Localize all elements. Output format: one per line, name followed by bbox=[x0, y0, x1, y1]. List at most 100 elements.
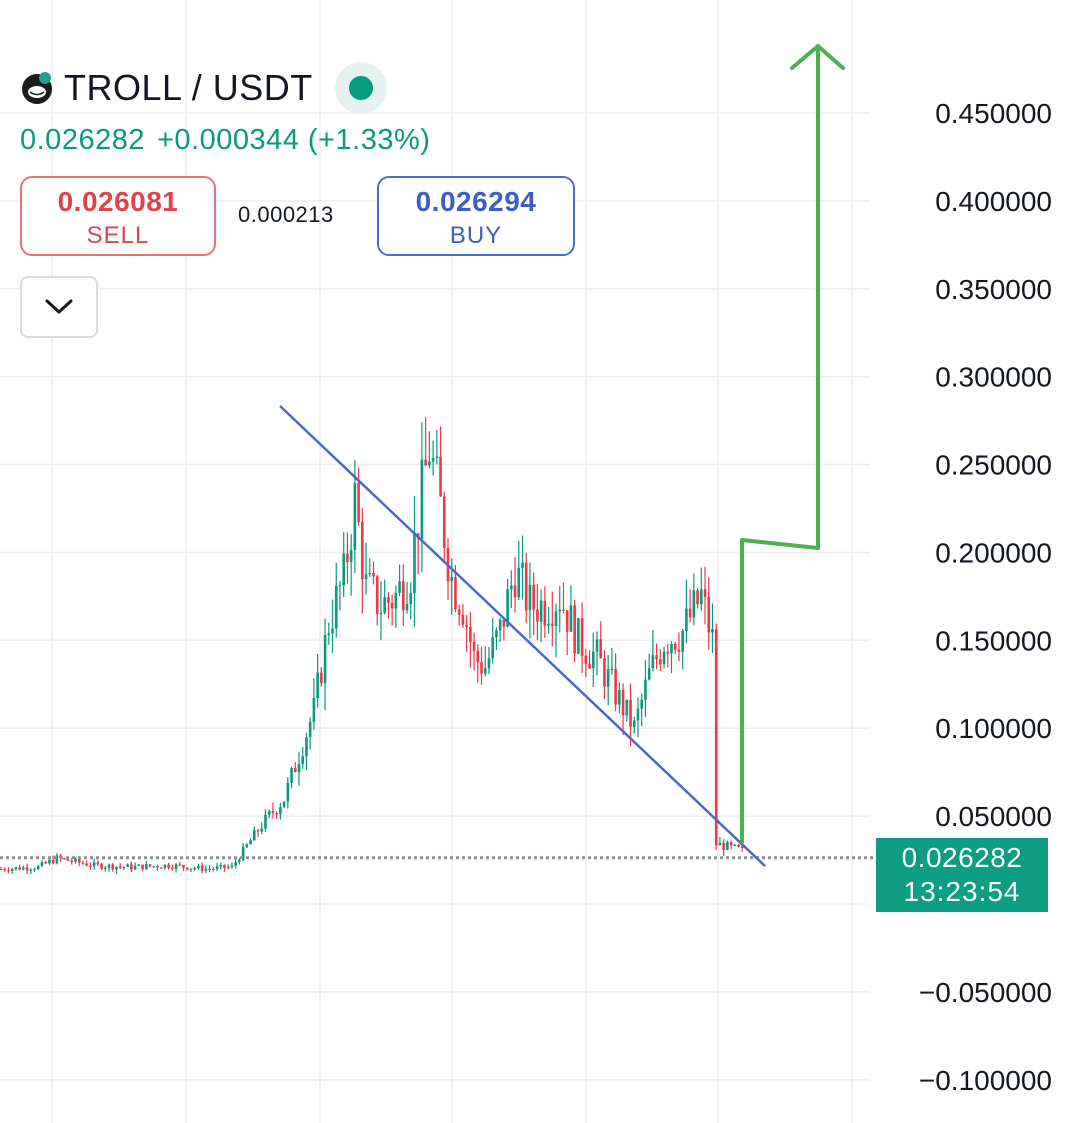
candle-body bbox=[10, 868, 14, 872]
candle-body bbox=[40, 862, 44, 867]
candle-body bbox=[7, 870, 10, 872]
candle-body bbox=[137, 864, 141, 866]
candle-body bbox=[234, 862, 237, 866]
current-price-tag: 0.026282 13:23:54 bbox=[876, 838, 1048, 912]
candle-body bbox=[63, 858, 66, 860]
candle-body bbox=[666, 651, 670, 654]
candle-body bbox=[334, 586, 338, 629]
candle-body bbox=[36, 866, 40, 870]
candle-body bbox=[457, 609, 461, 615]
candle-body bbox=[480, 662, 483, 674]
candle-body bbox=[338, 585, 342, 587]
candle-body bbox=[551, 623, 554, 627]
candle-body bbox=[487, 658, 491, 669]
candle-body bbox=[461, 614, 465, 625]
candle-body bbox=[476, 650, 480, 663]
candle-body bbox=[297, 763, 301, 773]
candle-body bbox=[208, 868, 211, 871]
candle-body bbox=[375, 576, 379, 614]
descending-trendline bbox=[279, 405, 766, 867]
candle-body bbox=[472, 642, 476, 651]
candle-body bbox=[402, 581, 405, 611]
candle-body bbox=[539, 600, 543, 622]
candle-body bbox=[167, 864, 170, 868]
candle-body bbox=[104, 867, 107, 869]
candle-body bbox=[420, 459, 424, 539]
candle-body bbox=[226, 866, 230, 869]
sell-price: 0.026081 bbox=[57, 186, 179, 217]
candle-body bbox=[580, 618, 584, 656]
candle-body bbox=[431, 457, 435, 462]
candle-body bbox=[387, 597, 390, 603]
candle-body bbox=[185, 867, 189, 870]
candle-body bbox=[271, 811, 275, 814]
candle-body bbox=[230, 865, 234, 867]
candle-body bbox=[249, 840, 252, 845]
candle-body bbox=[510, 585, 513, 590]
candle-body bbox=[729, 842, 733, 846]
candle-body bbox=[126, 864, 129, 867]
candle-body bbox=[331, 628, 334, 634]
candle-body bbox=[22, 867, 25, 870]
candle-body bbox=[323, 634, 327, 684]
candle-body bbox=[491, 637, 494, 659]
candle-body bbox=[342, 553, 345, 586]
y-tick-label: 0.200000 bbox=[935, 537, 1052, 568]
candle-body bbox=[308, 721, 312, 738]
candle-body bbox=[18, 867, 21, 870]
candle-body bbox=[647, 668, 651, 680]
candle-body bbox=[77, 858, 81, 863]
candle-body bbox=[200, 865, 204, 871]
candle-body bbox=[81, 862, 85, 864]
candle-body bbox=[606, 669, 610, 687]
sell-button[interactable]: 0.026081 SELL bbox=[20, 176, 216, 256]
candle-body bbox=[413, 533, 416, 594]
candle-body bbox=[532, 584, 535, 610]
candle-body bbox=[74, 858, 77, 862]
candle-body bbox=[219, 864, 223, 867]
candle-body bbox=[144, 864, 148, 870]
candle-body bbox=[0, 868, 3, 871]
candle-body bbox=[465, 624, 468, 627]
candle-body bbox=[636, 708, 640, 721]
candle-body bbox=[275, 813, 278, 815]
candle-body bbox=[670, 644, 673, 654]
candle-body bbox=[159, 867, 163, 869]
candle-body bbox=[565, 610, 569, 632]
candle-body bbox=[25, 867, 29, 871]
candle-body bbox=[171, 867, 174, 870]
collapse-button[interactable] bbox=[20, 276, 98, 338]
buy-price: 0.026294 bbox=[415, 186, 537, 217]
candle-body bbox=[498, 619, 502, 631]
candle-body bbox=[383, 597, 386, 613]
candle-body bbox=[584, 655, 588, 664]
candle-body bbox=[692, 590, 696, 618]
candle-body bbox=[409, 593, 413, 604]
candle-body bbox=[547, 623, 550, 626]
candle-body bbox=[495, 630, 498, 638]
candle-body bbox=[44, 862, 47, 864]
candle-body bbox=[524, 562, 528, 611]
candle-body bbox=[368, 572, 372, 575]
candle-body bbox=[595, 639, 599, 652]
candle-body bbox=[215, 866, 219, 869]
candle-body bbox=[379, 612, 383, 615]
candle-body bbox=[714, 629, 718, 846]
candle-body bbox=[290, 767, 293, 783]
candle-body bbox=[212, 868, 215, 871]
candle-body bbox=[439, 456, 442, 497]
buy-button[interactable]: 0.026294 BUY bbox=[377, 176, 575, 256]
candle-body bbox=[442, 496, 446, 548]
candle-body bbox=[96, 862, 100, 864]
candle-body bbox=[141, 864, 144, 870]
candle-body bbox=[372, 572, 375, 577]
candle-body bbox=[156, 866, 159, 868]
candle-body bbox=[29, 869, 33, 871]
sell-label: SELL bbox=[86, 222, 150, 249]
candle-body bbox=[327, 633, 331, 635]
y-tick-label: −0.100000 bbox=[919, 1065, 1052, 1096]
candle-body bbox=[632, 720, 636, 727]
candle-body bbox=[48, 859, 51, 864]
candle-body bbox=[603, 658, 606, 687]
